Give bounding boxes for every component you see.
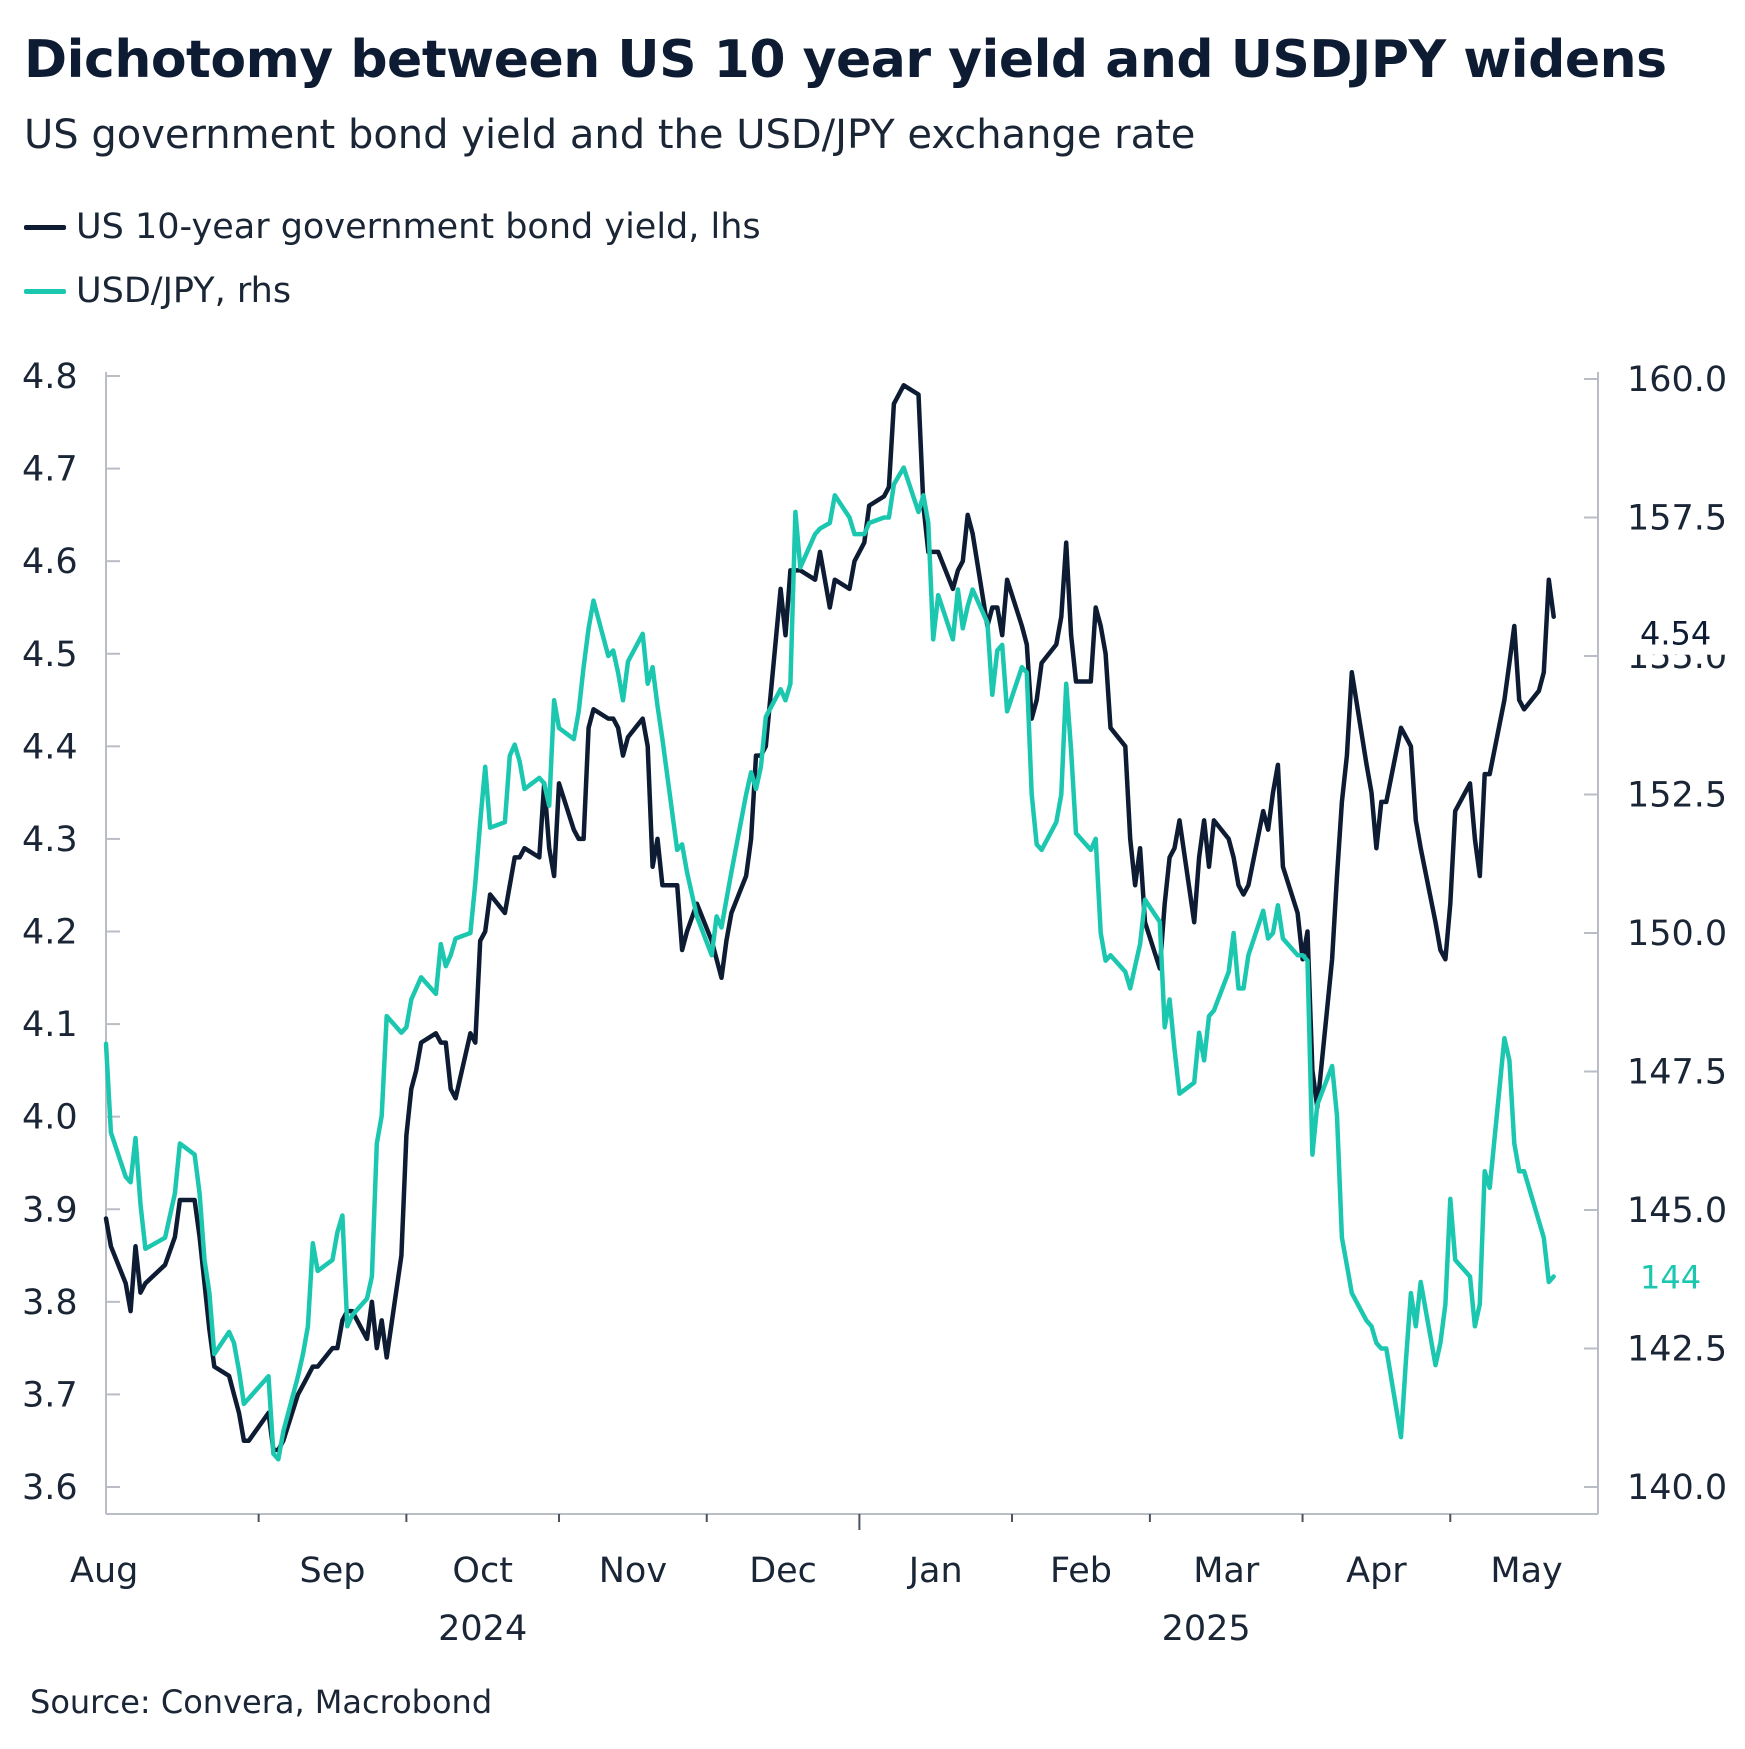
right-tick-label: 145.0: [1627, 1191, 1727, 1231]
left-tick-label: 4.2: [22, 913, 78, 953]
source-note: Source: Convera, Macrobond: [30, 1683, 493, 1721]
x-month-label: Nov: [599, 1551, 667, 1591]
x-month-label: Mar: [1193, 1551, 1260, 1591]
x-month-label: Dec: [749, 1551, 817, 1591]
left-tick-label: 4.5: [22, 635, 78, 675]
right-tick-label: 150.0: [1627, 914, 1727, 954]
usdjpy-end-label: 144: [1640, 1258, 1701, 1296]
right-tick-label: 147.5: [1627, 1053, 1727, 1093]
chart-title: Dichotomy between US 10 year yield and U…: [24, 30, 1667, 90]
right-tick-label: 160.0: [1627, 360, 1727, 400]
usdjpy-series-line: [103, 465, 1556, 1462]
left-tick-label: 4.0: [22, 1098, 78, 1138]
x-month-label: Aug: [70, 1551, 138, 1591]
yield-end-label: 4.54: [1640, 615, 1711, 653]
legend-swatch-yield: [24, 224, 66, 230]
x-year-label-2024: 2024: [438, 1609, 527, 1649]
x-month-label: Jan: [907, 1551, 963, 1591]
legend-item-yield: US 10-year government bond yield, lhs: [24, 205, 761, 249]
left-tick-label: 3.6: [22, 1468, 78, 1508]
legend-swatch-usdjpy: [24, 288, 66, 294]
x-month-label: Feb: [1050, 1551, 1112, 1591]
left-tick-label: 4.4: [22, 727, 78, 767]
yield-series-line: [103, 383, 1556, 1453]
right-tick-label: 142.5: [1627, 1330, 1727, 1370]
x-month-label: Oct: [452, 1551, 513, 1591]
left-tick-label: 4.1: [22, 1005, 78, 1045]
left-tick-label: 3.7: [22, 1375, 78, 1415]
right-tick-label: 140.0: [1627, 1468, 1727, 1508]
right-tick-label: 152.5: [1627, 776, 1727, 816]
x-month-label: Sep: [300, 1551, 366, 1591]
x-year-label-2025: 2025: [1162, 1609, 1251, 1649]
x-month-label: May: [1490, 1551, 1562, 1591]
yield-end-label-bg: [1628, 610, 1740, 655]
x-month-label: Apr: [1346, 1551, 1407, 1591]
legend: US 10-year government bond yield, lhs US…: [24, 205, 761, 333]
legend-label-yield: US 10-year government bond yield, lhs: [76, 207, 761, 247]
chart-subtitle: US government bond yield and the USD/JPY…: [24, 112, 1196, 158]
right-tick-label: 157.5: [1627, 499, 1727, 539]
left-tick-label: 4.3: [22, 820, 78, 860]
left-tick-label: 4.7: [22, 450, 78, 490]
left-tick-label: 3.8: [22, 1283, 78, 1323]
chart-lines: [103, 383, 1556, 1462]
left-tick-label: 4.6: [22, 542, 78, 582]
left-tick-label: 4.8: [22, 357, 78, 397]
legend-label-usdjpy: USD/JPY, rhs: [76, 271, 292, 311]
chart-end-labels: 4.54 144: [1628, 610, 1740, 1296]
legend-item-usdjpy: USD/JPY, rhs: [24, 269, 761, 313]
chart-axes: 3.6 3.7 3.8 3.9 4.0 4.1 4.2 4.3 4.4 4.5 4.6 4.7 4.8 1…: [22, 357, 1727, 1649]
left-tick-label: 3.9: [22, 1190, 78, 1230]
